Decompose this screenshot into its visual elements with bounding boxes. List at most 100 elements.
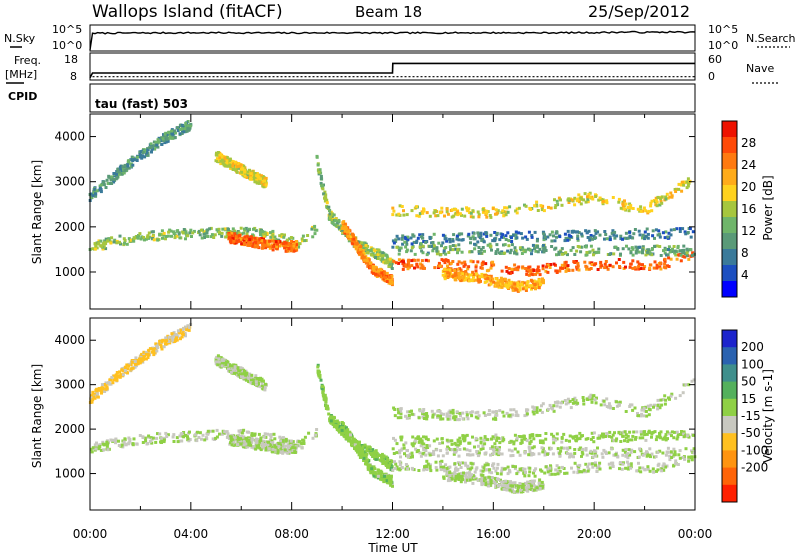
heatmap-cell-band-8 [510,280,513,284]
heatmap-cell-band-7 [573,399,577,403]
heatmap-cell-band-7 [554,204,558,207]
heatmap-cell-band-7 [577,193,581,197]
heatmap-cell-band-4 [323,190,327,194]
colorbar-tick-label: 28 [741,136,756,150]
heatmap-cell-band-2 [164,342,168,346]
heatmap-cell-band-3 [221,158,225,162]
heatmap-cell-band-2 [91,398,95,402]
heatmap-cell-band-6 [528,269,532,272]
heatmap-cell-band-7 [485,210,489,214]
heatmap-cell-band-8 [486,277,490,280]
heatmap-cell-band-6 [557,466,561,470]
heatmap-cell-band-4 [385,254,389,258]
heatmap-cell-band-1 [292,242,296,246]
heatmap-cell-band-9 [683,252,687,256]
heatmap-cell-band-10 [626,236,630,240]
heatmap-cell-band-2 [155,344,159,348]
heatmap-cell-band-9 [483,249,486,253]
heatmap-cell-band-0 [313,228,317,232]
heatmap-cell-band-7 [398,407,402,411]
heatmap-cell-band-3 [215,157,219,161]
heatmap-cell-band-7 [660,403,664,407]
heatmap-cell-band-1 [258,237,262,241]
heatmap-cell-band-5 [388,276,392,279]
heatmap-cell-band-7 [605,397,609,401]
heatmap-cell-band-2 [109,178,113,182]
heatmap-cell-band-0 [252,433,256,437]
heatmap-cell-band-9 [685,247,689,251]
heatmap-cell-band-10 [476,231,480,235]
heatmap-cell-band-3 [259,177,263,181]
heatmap-cell-band-6 [687,257,691,261]
heatmap-cell-band-5 [374,272,378,276]
heatmap-cell-band-8 [441,273,445,277]
heatmap-cell-band-1 [241,435,245,439]
heatmap-cell-band-6 [424,258,428,262]
heatmap-cell-band-10 [546,235,550,239]
heatmap-cell-band-7 [549,206,553,210]
heatmap-cell-band-4 [368,451,372,455]
heatmap-cell-band-7 [568,399,572,403]
heatmap-cell-band-4 [388,260,392,264]
heatmap-cell-band-6 [560,263,564,267]
heatmap-cell-band-1 [268,246,272,250]
heatmap-cell-band-6 [489,266,493,270]
heatmap-cell-band-5 [382,479,386,483]
heatmap-cell-band-7 [508,413,512,417]
heatmap-cell-band-6 [659,267,663,271]
heatmap-cell-band-10 [628,230,632,234]
heatmap-cell-band-4 [340,228,344,232]
heatmap-cell-band-10 [552,234,555,238]
heatmap-cell-band-2 [121,165,125,169]
heatmap-cell-band-6 [661,464,665,468]
heatmap-cell-band-8 [525,284,529,288]
heatmap-cell-band-2 [90,394,94,398]
heatmap-cell-band-4 [358,440,361,444]
heatmap-cell-band-7 [566,401,570,405]
heatmap-cell-band-7 [645,414,649,418]
heatmap-cell-band-10 [536,237,539,241]
heatmap-cell-band-2 [107,175,111,179]
heatmap-cell-band-1 [283,246,287,250]
freq-left-tick-top: 18 [64,53,78,66]
heatmap-cell-band-10 [428,235,432,239]
heatmap-cell-band-7 [463,214,467,218]
heatmap-cell-band-7 [503,206,507,210]
heatmap-cell-band-6 [521,265,525,269]
heatmap-cell-band-6 [587,467,591,471]
heatmap-cell-band-6 [664,465,668,469]
heatmap-cell-band-6 [393,460,396,464]
heatmap-cell-band-9 [536,245,540,249]
heatmap-cell-band-1 [261,245,265,249]
heatmap-cell-band-3 [264,382,267,386]
heatmap-cell-band-0 [93,242,97,246]
heatmap-cell-band-4 [366,244,370,248]
heatmap-cell-band-0 [128,439,132,443]
heatmap-cell-band-6 [528,466,532,470]
heatmap-cell-band-9 [641,245,645,249]
heatmap-cell-band-6 [624,466,628,470]
heatmap-cell-band-8 [468,279,471,283]
heatmap-cell-band-6 [620,467,624,471]
heatmap-cell-band-10 [500,235,504,239]
heatmap-cell-band-6 [629,462,633,466]
heatmap-cell-band-6 [652,266,656,270]
heatmap-cell-band-0 [291,440,295,444]
heatmap-cell-band-10 [669,233,673,237]
heatmap-cell-band-9 [659,254,663,257]
heatmap-cell-band-3 [215,355,219,359]
heatmap-cell-band-8 [489,274,493,278]
heatmap-cell-band-0 [160,436,164,440]
heatmap-cell-band-1 [247,438,251,442]
heatmap-cell-band-8 [446,274,450,278]
heatmap-cell-band-6 [404,263,408,267]
heatmap-cell-band-1 [244,445,248,449]
heatmap-cell-band-0 [138,434,142,437]
heatmap-cell-band-10 [621,237,624,241]
heatmap-cell-band-2 [175,333,179,337]
heatmap-cell-band-3 [228,364,232,368]
heatmap-cell-band-0 [266,432,270,436]
heatmap-cell-band-4 [365,449,369,453]
heatmap-cell-band-1 [253,245,257,249]
heatmap-cell-band-6 [524,470,527,474]
